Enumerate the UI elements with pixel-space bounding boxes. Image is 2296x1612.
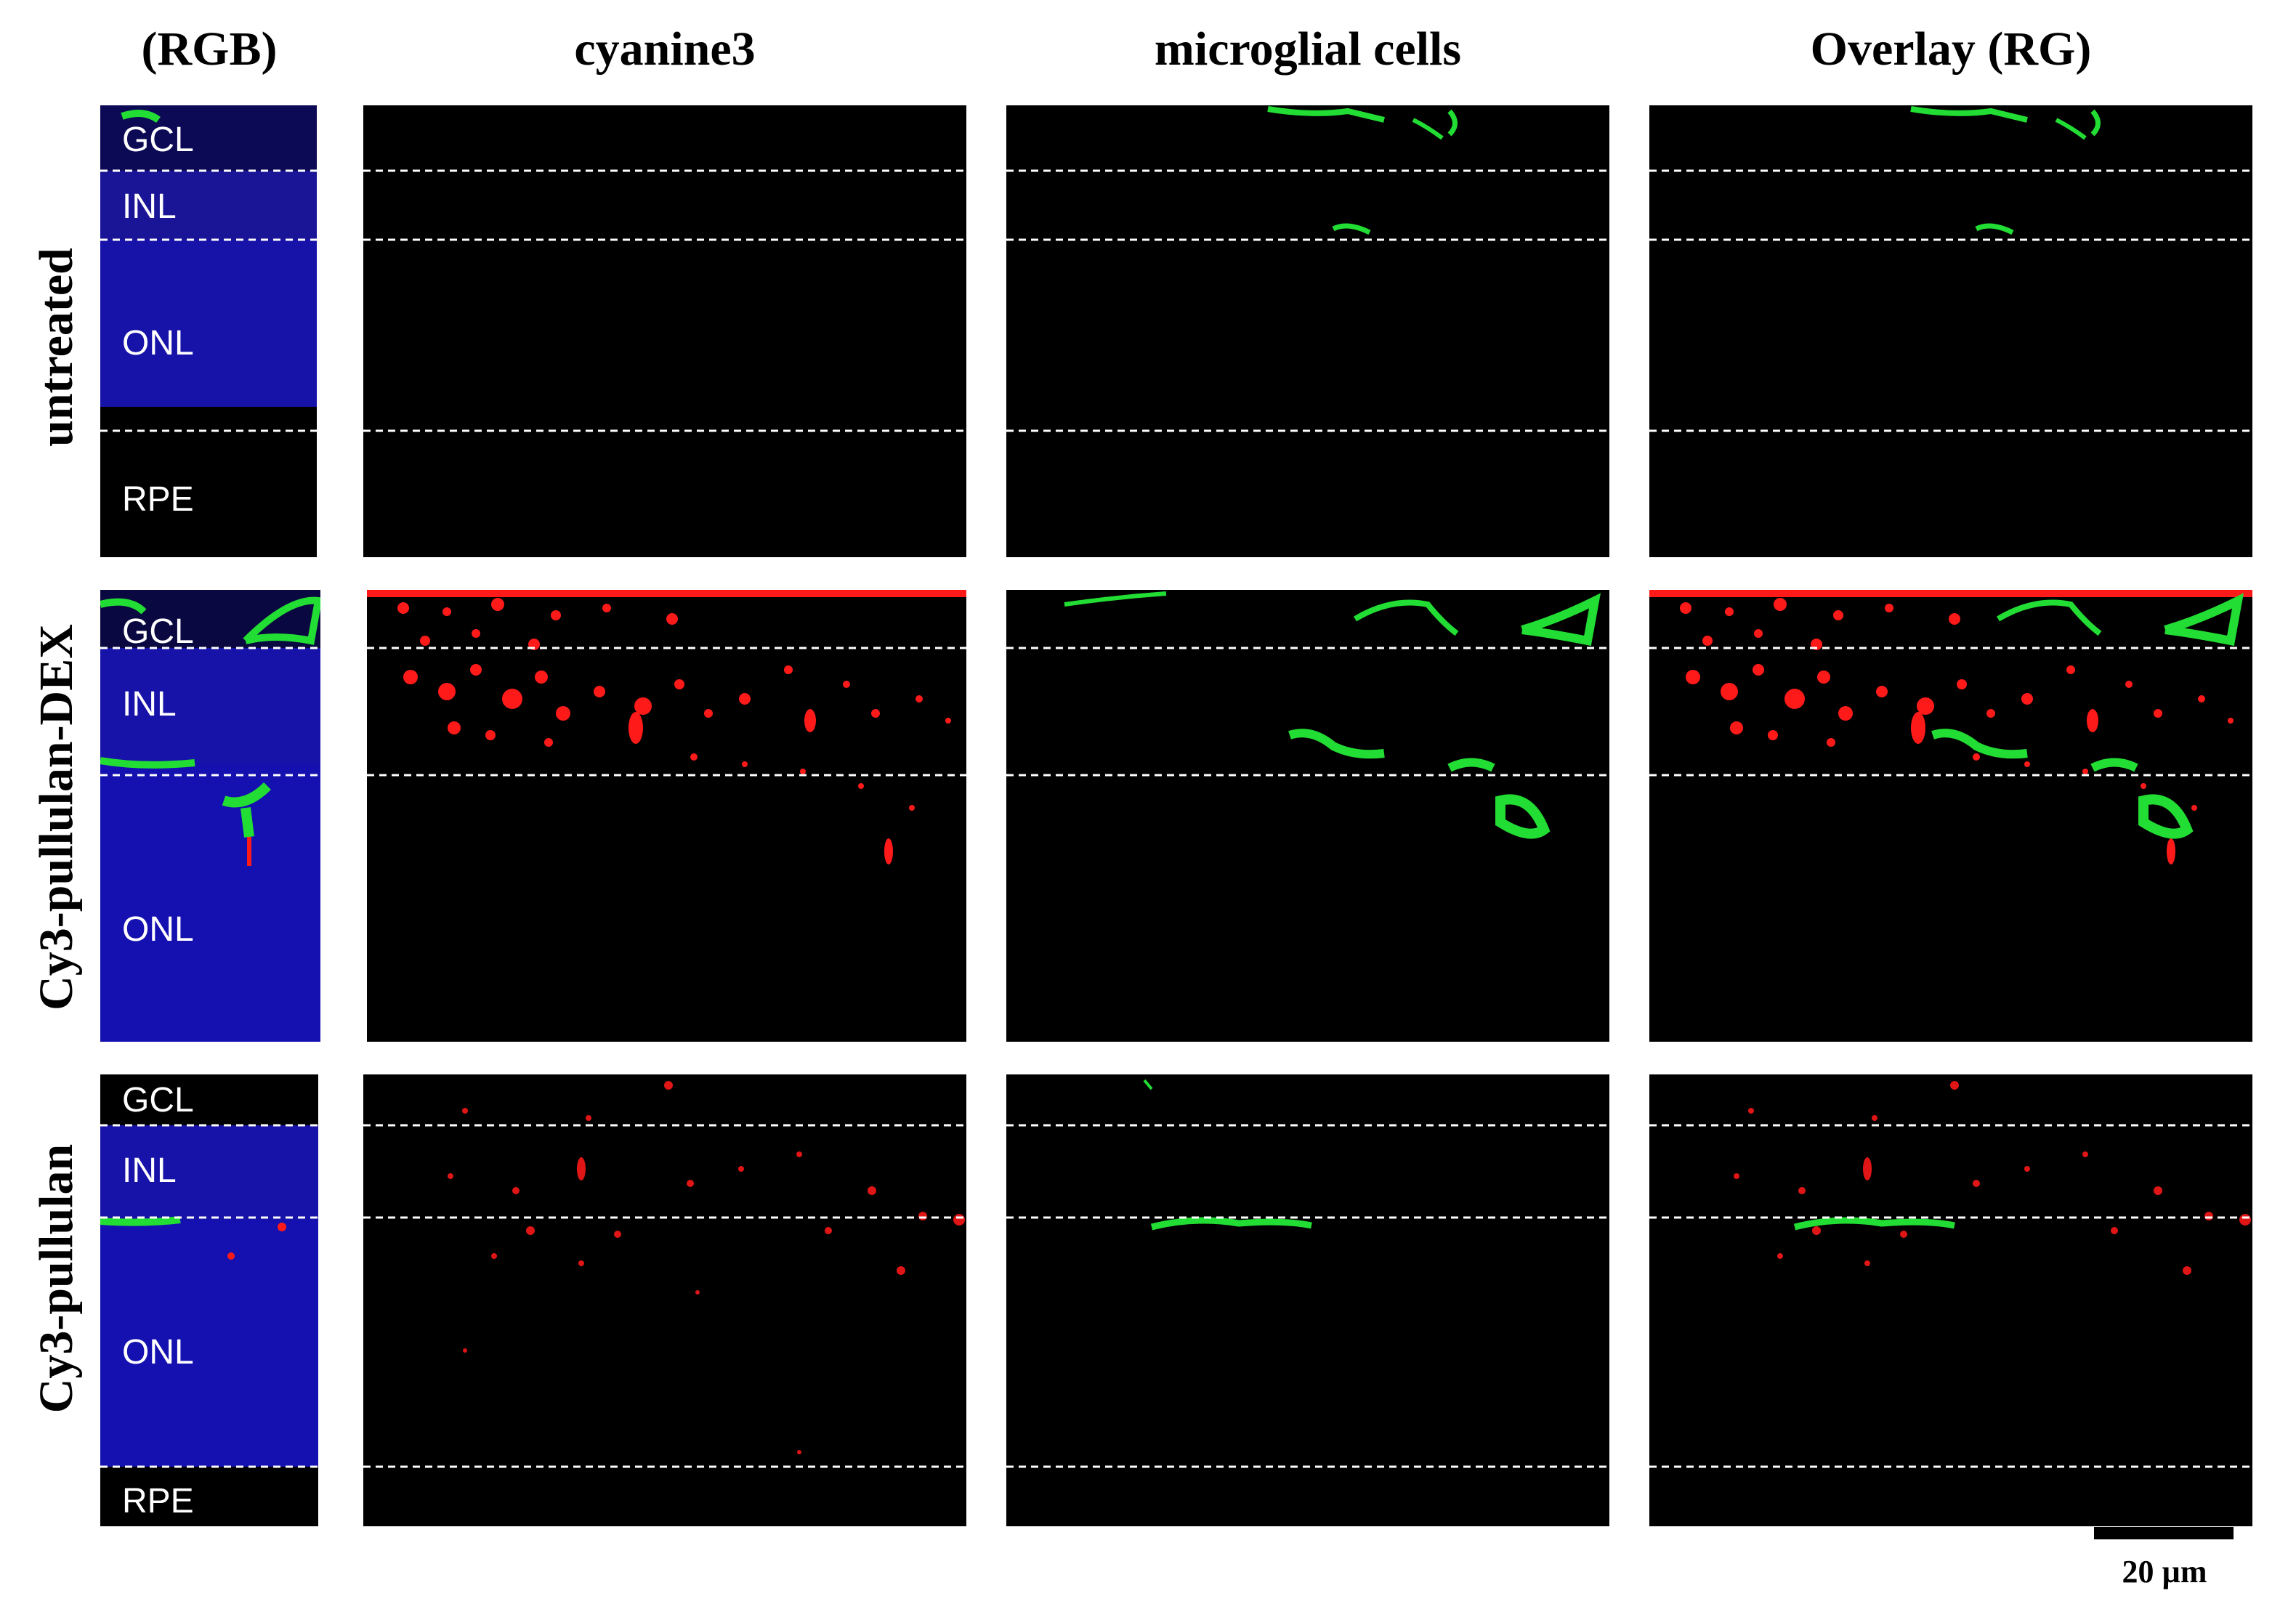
layer-label-onl: ONL [122,1333,194,1372]
panel-pullulan-overlay [1649,1074,2252,1526]
panel-untreated-cyanine3-image [363,169,966,432]
panel-dex-overlay-image [1649,590,2252,864]
panel-untreated-cyanine3 [363,105,966,557]
layer-label-rpe: RPE [122,480,194,519]
layer-label-inl: INL [122,685,177,724]
column-header-cyanine3: cyanine3 [574,23,756,76]
layer-label-gcl: GCL [122,612,194,651]
panel-untreated-rgb: GCL INL ONL RPE [100,105,317,557]
scale-bar-label: 20 µm [2122,1554,2207,1589]
panel-pullulan-overlay-image [1649,1081,2252,1468]
panel-pullulan-rgb: GCL INL ONL RPE [100,1074,318,1526]
column-header-overlay: Overlay (RG) [1810,23,2092,76]
layer-label-inl: INL [122,187,177,226]
panel-pullulan-rgb-image [100,1074,318,1526]
layer-label-gcl: GCL [122,121,194,159]
row-header-cy3-pullulan-dex: Cy3-pullulan-DEX [30,624,83,1010]
panel-untreated-overlay-image [1649,106,2252,432]
panel-dex-microglia [1006,590,1609,1042]
panel-dex-cyanine3 [367,590,966,1042]
panel-dex-cyanine3-image [367,590,966,864]
row-header-cy3-pullulan: Cy3-pullulan [30,1143,83,1414]
panel-pullulan-microglia [1006,1074,1609,1526]
panel-untreated-microglia [1006,105,1609,557]
row-header-untreated: untreated [30,248,83,447]
panel-untreated-rgb-image [100,105,317,557]
column-header-microglial-cells: microglial cells [1154,23,1462,76]
scale-bar [2094,1527,2234,1539]
panel-pullulan-cyanine3 [363,1074,966,1526]
layer-label-onl: ONL [122,910,194,949]
panel-dex-overlay [1649,590,2252,1042]
column-header-rgb: (RGB) [141,23,278,76]
panel-pullulan-microglia-image [1006,1079,1609,1468]
panel-dex-microglia-image [1006,591,1609,839]
panel-pullulan-cyanine3-image [363,1081,966,1468]
panel-dex-rgb-image [100,590,320,1042]
layer-label-gcl: GCL [122,1081,194,1119]
panel-dex-rgb: GCL INL ONL [100,590,320,1042]
layer-label-rpe: RPE [122,1482,194,1520]
layer-label-onl: ONL [122,324,194,363]
panel-untreated-overlay [1649,105,2252,557]
layer-label-inl: INL [122,1151,177,1190]
panel-untreated-microglia-image [1006,106,1609,432]
